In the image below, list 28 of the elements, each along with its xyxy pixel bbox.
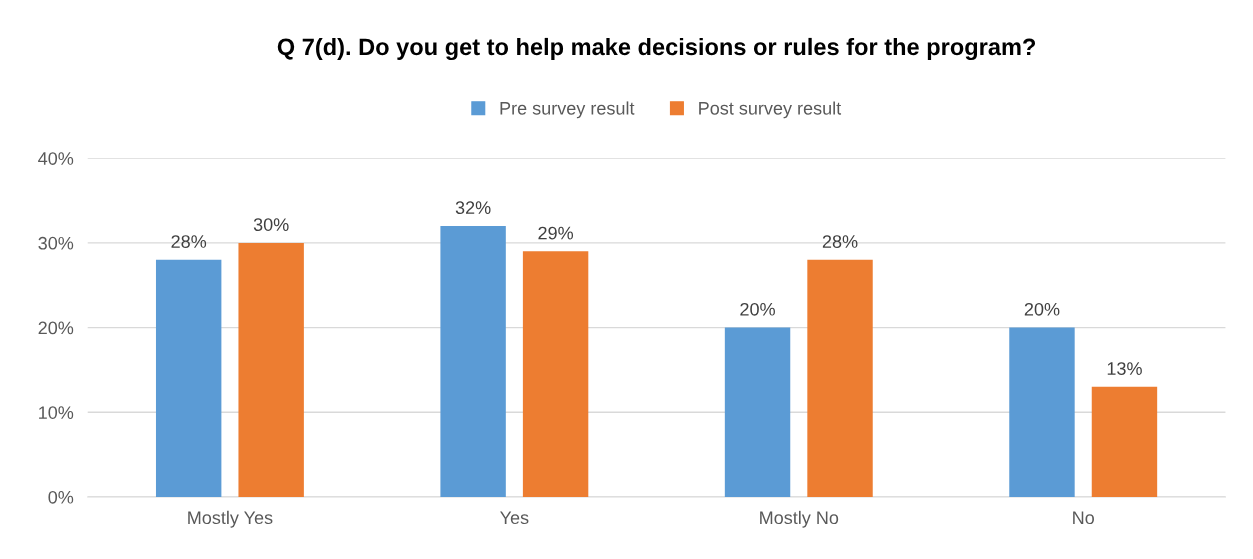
data-label: 28% (822, 235, 858, 248)
bar (155, 259, 222, 497)
y-tick-label: 20% (38, 321, 74, 335)
data-label: 29% (538, 226, 574, 240)
bar (807, 259, 873, 497)
y-tick-label: 40% (38, 152, 74, 165)
bar (1091, 386, 1158, 497)
x-tick-label: Mostly Yes (188, 510, 273, 528)
x-tick-label: Yes (500, 511, 529, 525)
chart-title: Q 7(d). Do you get to help make decisions or rules for the program? (277, 37, 1036, 61)
bar (1009, 327, 1075, 497)
legend-label: Post survey result (699, 101, 842, 119)
x-tick-label: Mostly No (760, 510, 839, 528)
y-tick-label: 30% (38, 236, 74, 250)
data-label: 20% (740, 302, 775, 316)
data-label: 32% (455, 201, 491, 215)
bar (440, 225, 506, 497)
bar (724, 327, 791, 497)
data-label: 30% (253, 218, 289, 231)
x-tick-label: No (1073, 511, 1094, 525)
y-tick-label: 0% (48, 490, 74, 504)
y-tick-label: 10% (39, 406, 74, 419)
data-label: 20% (1024, 302, 1060, 316)
bar (238, 242, 304, 497)
data-label: 13% (1107, 362, 1142, 375)
legend-label: Pre survey result (500, 101, 635, 119)
data-label: 28% (171, 235, 207, 248)
bar (522, 251, 589, 497)
